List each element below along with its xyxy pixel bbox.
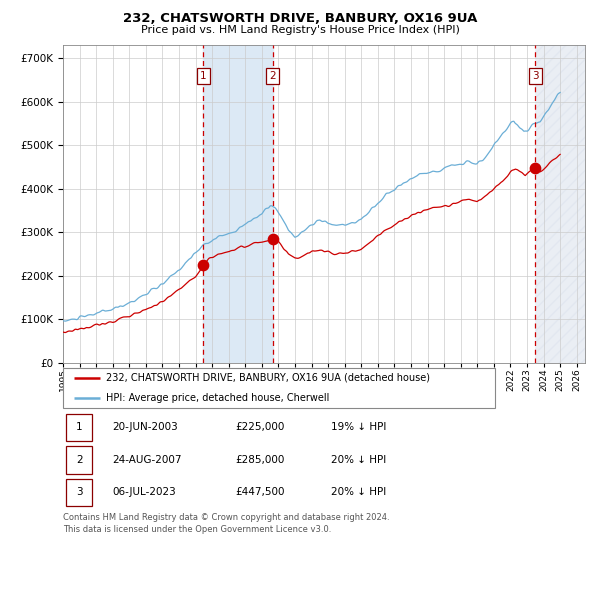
Text: £225,000: £225,000 <box>236 422 285 432</box>
FancyBboxPatch shape <box>67 478 92 506</box>
FancyBboxPatch shape <box>67 414 92 441</box>
Text: 20-JUN-2003: 20-JUN-2003 <box>113 422 178 432</box>
Text: 232, CHATSWORTH DRIVE, BANBURY, OX16 9UA: 232, CHATSWORTH DRIVE, BANBURY, OX16 9UA <box>123 12 477 25</box>
Text: Contains HM Land Registry data © Crown copyright and database right 2024.: Contains HM Land Registry data © Crown c… <box>63 513 389 522</box>
Text: 3: 3 <box>76 487 83 497</box>
Text: 1: 1 <box>200 71 206 81</box>
Text: £285,000: £285,000 <box>236 455 285 465</box>
Text: This data is licensed under the Open Government Licence v3.0.: This data is licensed under the Open Gov… <box>63 525 331 534</box>
Text: 24-AUG-2007: 24-AUG-2007 <box>113 455 182 465</box>
Text: HPI: Average price, detached house, Cherwell: HPI: Average price, detached house, Cher… <box>106 393 329 403</box>
Text: 20% ↓ HPI: 20% ↓ HPI <box>331 455 386 465</box>
FancyBboxPatch shape <box>63 368 495 408</box>
Point <box>199 260 208 270</box>
Point <box>530 163 540 173</box>
Bar <box>535 45 585 363</box>
Point <box>268 234 277 244</box>
Text: 19% ↓ HPI: 19% ↓ HPI <box>331 422 386 432</box>
Text: 3: 3 <box>532 71 539 81</box>
Text: 20% ↓ HPI: 20% ↓ HPI <box>331 487 386 497</box>
Text: Price paid vs. HM Land Registry's House Price Index (HPI): Price paid vs. HM Land Registry's House … <box>140 25 460 35</box>
Text: £447,500: £447,500 <box>236 487 286 497</box>
Text: 232, CHATSWORTH DRIVE, BANBURY, OX16 9UA (detached house): 232, CHATSWORTH DRIVE, BANBURY, OX16 9UA… <box>106 373 430 383</box>
Text: 1: 1 <box>76 422 83 432</box>
Bar <box>203 45 272 363</box>
Text: 06-JUL-2023: 06-JUL-2023 <box>113 487 176 497</box>
FancyBboxPatch shape <box>67 446 92 474</box>
Text: 2: 2 <box>76 455 83 465</box>
Text: 2: 2 <box>269 71 276 81</box>
